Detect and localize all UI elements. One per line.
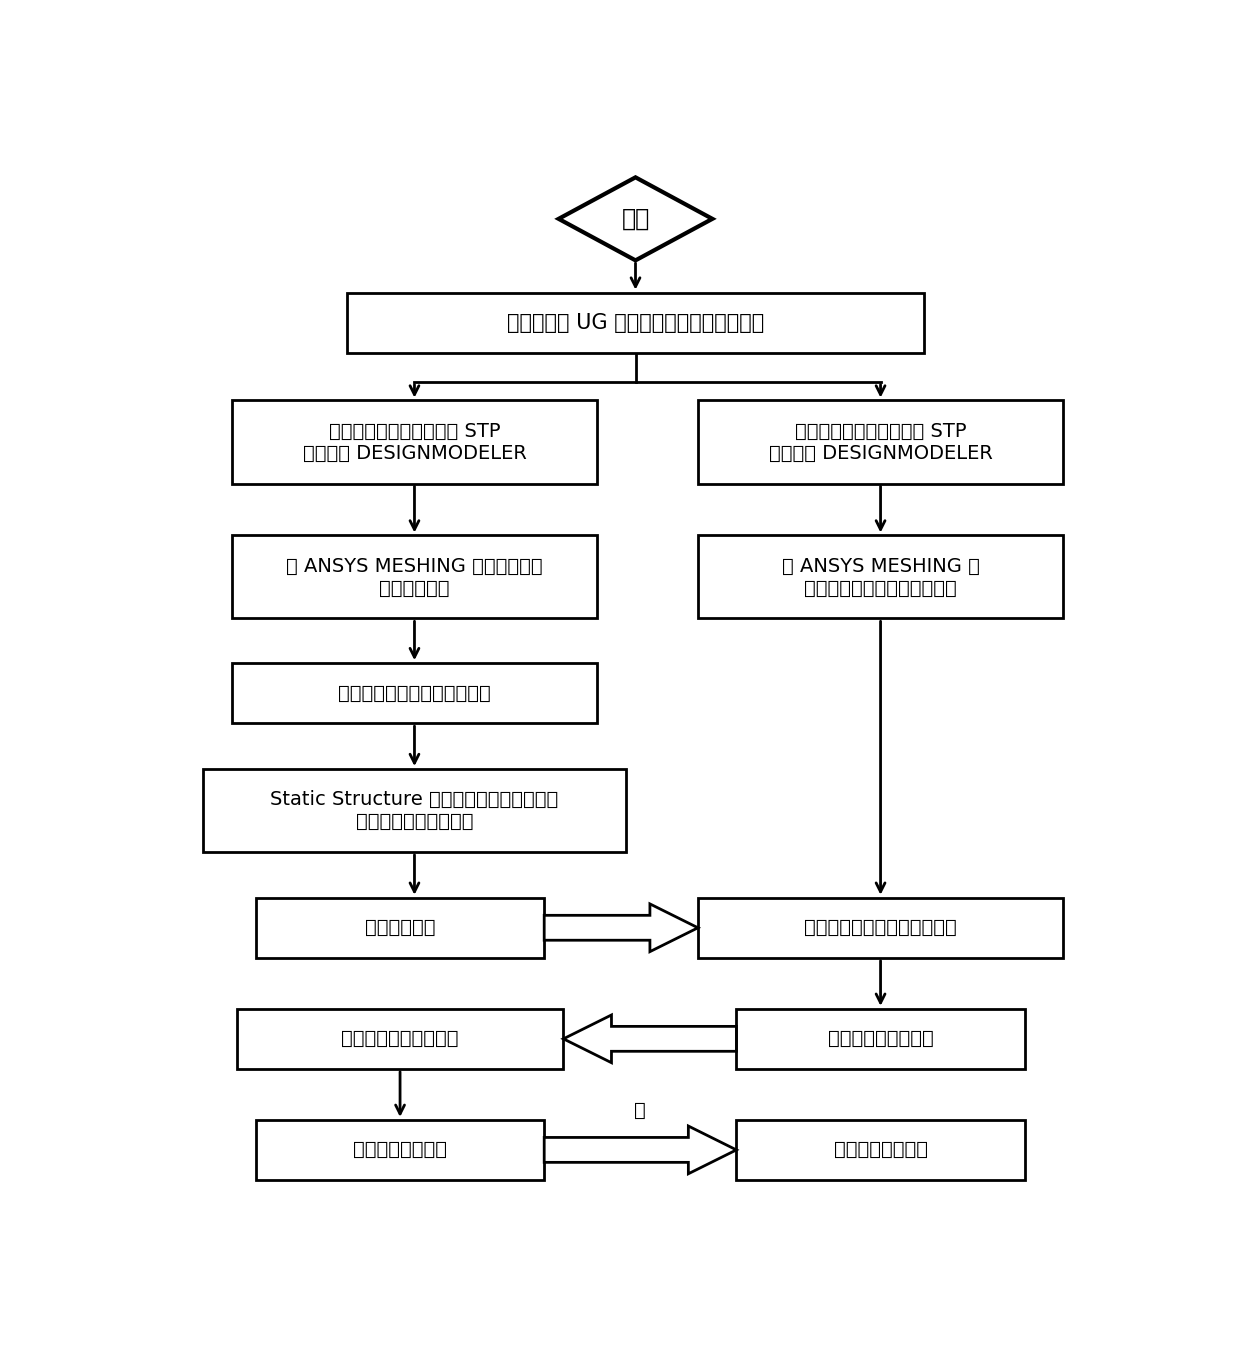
FancyBboxPatch shape: [737, 1120, 1024, 1180]
FancyBboxPatch shape: [232, 400, 596, 484]
Text: 查看裂纹扩展状态: 查看裂纹扩展状态: [353, 1140, 448, 1159]
Text: Static Structure 模块中按照建筑荷载规范
进行计算荷载组合计算: Static Structure 模块中按照建筑荷载规范 进行计算荷载组合计算: [270, 790, 558, 830]
Text: 计算得到应力强度因子: 计算得到应力强度因子: [341, 1030, 459, 1049]
FancyBboxPatch shape: [237, 1008, 563, 1069]
Text: 在 ANSYS MESHING 中光伏单排棚
整体网格划分: 在 ANSYS MESHING 中光伏单排棚 整体网格划分: [286, 557, 543, 597]
Text: 全局应力结果: 全局应力结果: [365, 918, 435, 937]
Text: 设置相应边界条件和计算参数: 设置相应边界条件和计算参数: [339, 683, 491, 702]
FancyBboxPatch shape: [737, 1008, 1024, 1069]
FancyBboxPatch shape: [255, 1120, 544, 1180]
Text: 判断结构是否安全: 判断结构是否安全: [833, 1140, 928, 1159]
Text: 用建模软件 UG 对光伏单排棚建立几何模型: 用建模软件 UG 对光伏单排棚建立几何模型: [507, 313, 764, 333]
Text: 将光伏单排棚局部结构的 STP
文件导入 DESIGNMODELER: 将光伏单排棚局部结构的 STP 文件导入 DESIGNMODELER: [769, 422, 992, 462]
Text: 在 ANSYS MESHING 中
光伏单排棚连接部位网格划分: 在 ANSYS MESHING 中 光伏单排棚连接部位网格划分: [781, 557, 980, 597]
FancyBboxPatch shape: [698, 898, 1063, 958]
Text: 将光伏单排棚整体模型的 STP
文件导入 DESIGNMODELER: 将光伏单排棚整体模型的 STP 文件导入 DESIGNMODELER: [303, 422, 527, 462]
FancyBboxPatch shape: [232, 663, 596, 724]
Polygon shape: [558, 178, 712, 260]
Polygon shape: [544, 1126, 737, 1174]
Polygon shape: [563, 1015, 737, 1062]
FancyBboxPatch shape: [255, 898, 544, 958]
FancyBboxPatch shape: [698, 400, 1063, 484]
FancyBboxPatch shape: [347, 293, 924, 353]
Text: 设置相应边界条件和计算参数: 设置相应边界条件和计算参数: [805, 918, 957, 937]
FancyBboxPatch shape: [203, 768, 626, 852]
FancyBboxPatch shape: [698, 535, 1063, 619]
FancyBboxPatch shape: [232, 535, 596, 619]
Text: 是: 是: [635, 1101, 646, 1120]
Polygon shape: [544, 905, 698, 952]
Text: 得出应力应变状态结: 得出应力应变状态结: [827, 1030, 934, 1049]
Text: 开始: 开始: [621, 206, 650, 231]
